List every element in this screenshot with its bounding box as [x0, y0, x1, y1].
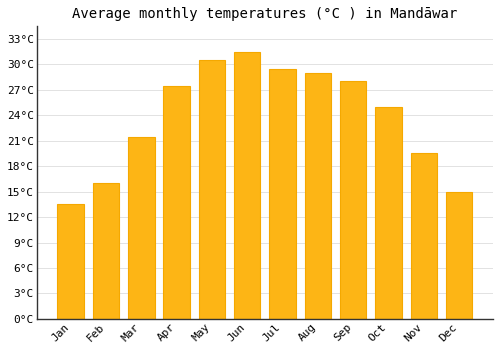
Bar — [234, 52, 260, 319]
Bar — [93, 183, 120, 319]
Bar — [58, 204, 84, 319]
Bar — [375, 107, 402, 319]
Bar — [446, 192, 472, 319]
Bar — [270, 69, 296, 319]
Title: Average monthly temperatures (°C ) in Mandāwar: Average monthly temperatures (°C ) in Ma… — [72, 7, 458, 21]
Bar — [304, 73, 331, 319]
Bar — [164, 86, 190, 319]
Bar — [198, 60, 225, 319]
Bar — [410, 154, 437, 319]
Bar — [128, 136, 154, 319]
Bar — [340, 82, 366, 319]
